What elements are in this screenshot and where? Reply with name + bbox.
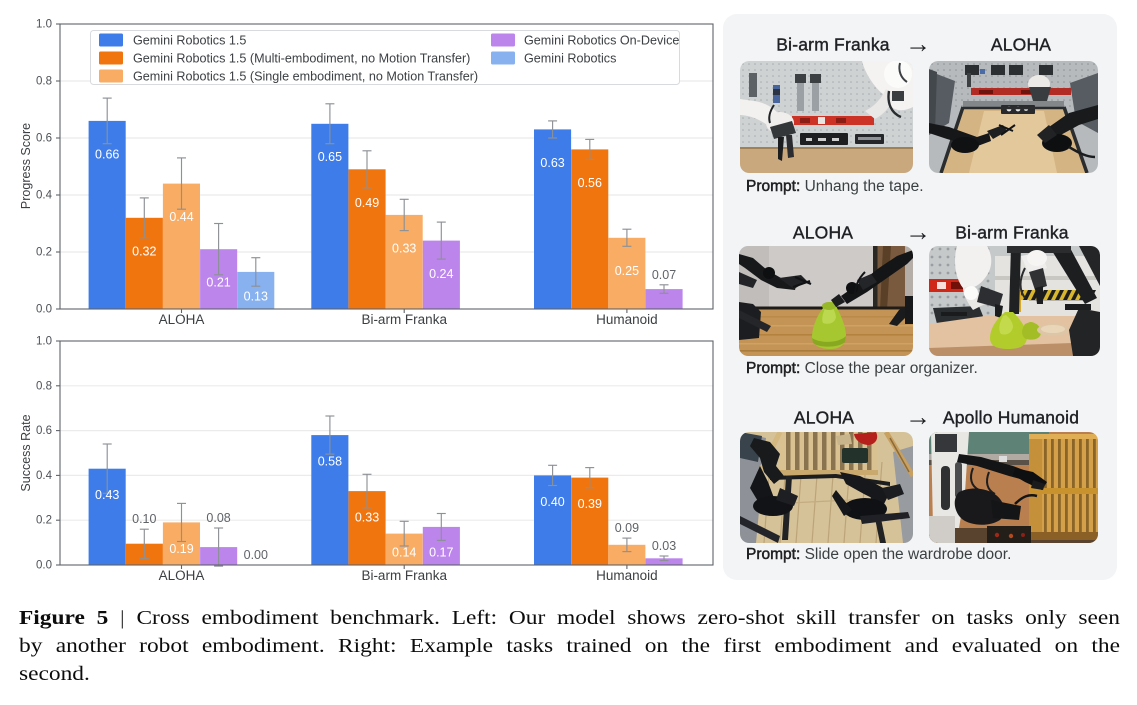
svg-text:Gemini Robotics: Gemini Robotics xyxy=(524,52,616,66)
svg-text:1.0: 1.0 xyxy=(36,336,52,348)
svg-text:0.2: 0.2 xyxy=(36,515,52,527)
svg-text:0.44: 0.44 xyxy=(169,210,193,224)
svg-text:0.25: 0.25 xyxy=(615,264,639,278)
svg-text:1.0: 1.0 xyxy=(36,19,52,31)
svg-text:0.21: 0.21 xyxy=(206,276,230,290)
svg-text:Gemini Robotics 1.5 (Single em: Gemini Robotics 1.5 (Single embodiment, … xyxy=(133,70,478,84)
svg-text:0.8: 0.8 xyxy=(36,76,52,88)
svg-text:0.08: 0.08 xyxy=(206,511,230,525)
svg-text:Progress Score: Progress Score xyxy=(19,123,33,209)
svg-text:0.07: 0.07 xyxy=(652,268,676,282)
svg-text:0.0: 0.0 xyxy=(36,304,52,316)
svg-text:Humanoid: Humanoid xyxy=(596,312,658,327)
svg-text:0.4: 0.4 xyxy=(36,190,53,202)
svg-text:0.6: 0.6 xyxy=(36,133,52,145)
svg-text:0.4: 0.4 xyxy=(36,470,53,482)
svg-text:ALOHA: ALOHA xyxy=(159,568,205,583)
svg-text:Humanoid: Humanoid xyxy=(596,568,658,583)
svg-text:0.63: 0.63 xyxy=(540,156,564,170)
svg-text:0.65: 0.65 xyxy=(318,150,342,164)
svg-text:0.49: 0.49 xyxy=(355,196,379,210)
svg-text:0.19: 0.19 xyxy=(169,542,193,556)
svg-text:Gemini Robotics 1.5: Gemini Robotics 1.5 xyxy=(133,34,246,48)
svg-text:0.58: 0.58 xyxy=(318,455,342,469)
svg-text:0.2: 0.2 xyxy=(36,247,52,259)
svg-text:0.10: 0.10 xyxy=(132,512,156,526)
svg-text:Bi-arm Franka: Bi-arm Franka xyxy=(361,312,447,327)
svg-text:0.40: 0.40 xyxy=(540,495,564,509)
svg-text:0.66: 0.66 xyxy=(95,147,119,161)
svg-text:0.17: 0.17 xyxy=(429,546,453,560)
svg-text:Bi-arm Franka: Bi-arm Franka xyxy=(361,568,447,583)
svg-text:ALOHA: ALOHA xyxy=(159,312,205,327)
svg-text:0.13: 0.13 xyxy=(244,290,268,304)
svg-text:0.03: 0.03 xyxy=(652,539,676,553)
svg-text:0.33: 0.33 xyxy=(392,241,416,255)
svg-text:0.33: 0.33 xyxy=(355,511,379,525)
svg-text:0.56: 0.56 xyxy=(578,176,602,190)
svg-text:0.0: 0.0 xyxy=(36,560,52,572)
svg-text:Gemini Robotics 1.5 (Multi-emb: Gemini Robotics 1.5 (Multi-embodiment, n… xyxy=(133,52,470,66)
svg-text:Success Rate: Success Rate xyxy=(19,414,33,491)
svg-text:0.09: 0.09 xyxy=(615,521,639,535)
svg-text:0.00: 0.00 xyxy=(244,548,268,562)
svg-text:0.8: 0.8 xyxy=(36,380,52,392)
svg-text:0.24: 0.24 xyxy=(429,267,453,281)
svg-text:0.43: 0.43 xyxy=(95,488,119,502)
svg-text:Gemini Robotics On-Device: Gemini Robotics On-Device xyxy=(524,34,679,48)
svg-text:0.39: 0.39 xyxy=(578,497,602,511)
svg-text:0.32: 0.32 xyxy=(132,244,156,258)
svg-text:0.14: 0.14 xyxy=(392,546,416,560)
svg-text:0.6: 0.6 xyxy=(36,425,52,437)
